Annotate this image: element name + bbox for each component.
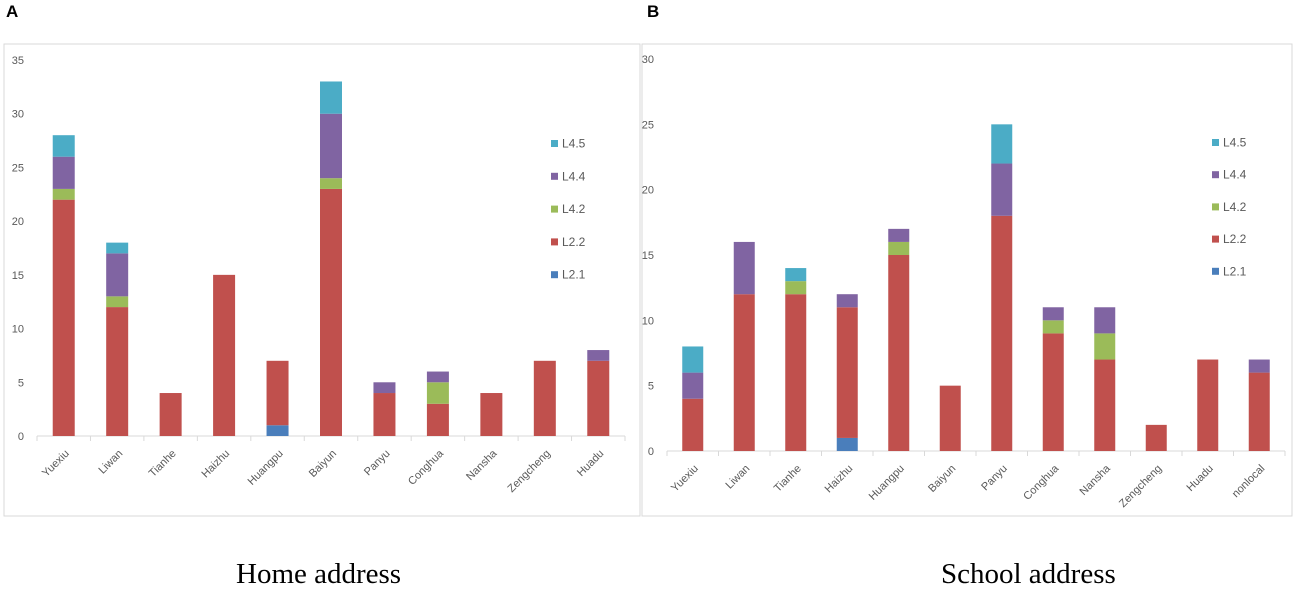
bar-a-yuexiu-l2-2 xyxy=(52,199,75,436)
bar-b-yuexiu-l4-5 xyxy=(682,346,704,373)
legend-swatch-b-l2-2 xyxy=(1212,235,1219,243)
panel-a-letter: A xyxy=(6,2,19,21)
bar-b-nansha-l4-4 xyxy=(1094,307,1116,334)
bar-b-liwan-l4-4 xyxy=(733,241,755,295)
bar-b-huadu-l2-2 xyxy=(1197,359,1219,451)
bar-b-nonlocal-l2-2 xyxy=(1248,372,1270,451)
bar-b-liwan-l2-2 xyxy=(733,294,755,451)
y-tick-label-a-5: 5 xyxy=(18,377,24,389)
y-tick-label-b-20: 20 xyxy=(642,185,654,197)
bar-b-haizhu-l2-1 xyxy=(836,437,858,451)
bar-a-baiyun-l4-4 xyxy=(320,113,342,179)
caption-home-address: Home address xyxy=(236,558,402,590)
y-tick-label-b-5: 5 xyxy=(648,381,654,393)
panel-b-letter: B xyxy=(647,2,660,21)
bar-a-zengcheng-l2-2 xyxy=(533,360,556,436)
bar-b-nonlocal-l4-4 xyxy=(1248,359,1270,373)
bar-a-baiyun-l4-5 xyxy=(320,81,342,114)
y-tick-label-b-10: 10 xyxy=(642,315,654,327)
bar-a-liwan-l4-2 xyxy=(106,296,129,308)
bar-a-huadu-l2-2 xyxy=(587,360,610,436)
bar-b-conghua-l4-2 xyxy=(1042,320,1064,334)
bar-a-conghua-l4-2 xyxy=(426,382,449,404)
legend-label-b-l4-4: L4.4 xyxy=(1223,168,1247,182)
bar-b-tianhe-l4-2 xyxy=(785,281,807,295)
bar-a-liwan-l2-2 xyxy=(106,307,129,436)
bar-b-yuexiu-l4-4 xyxy=(682,372,704,399)
y-tick-label-b-0: 0 xyxy=(648,446,654,458)
y-tick-label-a-20: 20 xyxy=(12,216,24,228)
legend-label-b-l2-2: L2.2 xyxy=(1223,232,1247,246)
legend-label-b-l4-5: L4.5 xyxy=(1223,136,1247,150)
y-tick-label-a-30: 30 xyxy=(12,109,24,121)
y-tick-label-a-35: 35 xyxy=(12,55,24,67)
y-tick-label-b-15: 15 xyxy=(642,250,654,262)
bar-a-huangpu-l2-2 xyxy=(266,360,289,426)
bar-b-panyu-l4-5 xyxy=(991,124,1013,164)
legend-label-a-l4-5: L4.5 xyxy=(562,137,586,151)
legend-swatch-b-l2-1 xyxy=(1212,267,1219,275)
bar-a-conghua-l2-2 xyxy=(426,403,449,436)
bar-b-tianhe-l2-2 xyxy=(785,294,807,451)
y-tick-label-a-15: 15 xyxy=(12,270,24,282)
legend-swatch-a-l4-2 xyxy=(551,205,558,213)
bar-b-baiyun-l2-2 xyxy=(939,385,961,451)
bar-b-panyu-l4-4 xyxy=(991,163,1013,216)
y-tick-label-a-10: 10 xyxy=(12,324,24,336)
legend-label-a-l2-1: L2.1 xyxy=(562,268,586,282)
legend-swatch-a-l4-5 xyxy=(551,140,558,147)
bar-a-huadu-l4-4 xyxy=(587,350,610,361)
bar-a-yuexiu-l4-2 xyxy=(52,188,75,200)
bar-b-nansha-l4-2 xyxy=(1094,333,1116,360)
bar-a-baiyun-l2-2 xyxy=(320,188,342,436)
bar-b-yuexiu-l2-2 xyxy=(682,398,704,451)
bar-a-nansha-l2-2 xyxy=(480,393,503,436)
legend-swatch-b-l4-2 xyxy=(1212,203,1219,211)
legend-swatch-b-l4-4 xyxy=(1212,171,1219,179)
bar-b-nansha-l2-2 xyxy=(1094,359,1116,451)
bar-b-conghua-l2-2 xyxy=(1042,333,1064,451)
legend-label-b-l4-2: L4.2 xyxy=(1223,200,1247,214)
y-tick-label-b-25: 25 xyxy=(642,119,654,131)
bar-a-panyu-l2-2 xyxy=(373,393,396,436)
bar-a-tianhe-l2-2 xyxy=(159,393,182,436)
bar-b-huangpu-l4-4 xyxy=(888,228,910,242)
legend-swatch-a-l2-1 xyxy=(551,271,558,279)
bar-a-liwan-l4-4 xyxy=(106,253,129,297)
bar-a-conghua-l4-4 xyxy=(426,371,449,383)
bar-b-zengcheng-l2-2 xyxy=(1145,424,1167,451)
bar-b-huangpu-l4-2 xyxy=(888,241,910,255)
bar-b-conghua-l4-4 xyxy=(1042,307,1064,321)
bar-a-yuexiu-l4-5 xyxy=(52,135,75,157)
bar-a-liwan-l4-5 xyxy=(106,242,129,254)
legend-swatch-a-l4-4 xyxy=(551,172,558,180)
bar-a-huangpu-l2-1 xyxy=(266,425,289,436)
bar-a-baiyun-l4-2 xyxy=(320,178,342,189)
y-tick-label-b-30: 30 xyxy=(642,54,654,66)
bar-b-haizhu-l2-2 xyxy=(836,307,858,438)
legend-swatch-b-l4-5 xyxy=(1212,139,1219,146)
bar-b-haizhu-l4-4 xyxy=(836,294,858,308)
bar-a-panyu-l4-4 xyxy=(373,382,396,394)
bar-b-huangpu-l2-2 xyxy=(888,255,910,451)
bar-a-yuexiu-l4-4 xyxy=(52,156,75,189)
bar-a-haizhu-l2-2 xyxy=(213,274,236,436)
legend-swatch-a-l2-2 xyxy=(551,238,558,246)
caption-school-address: School address xyxy=(941,558,1116,590)
y-tick-label-a-25: 25 xyxy=(12,162,24,174)
bar-b-tianhe-l4-5 xyxy=(785,268,807,282)
legend-label-a-l4-2: L4.2 xyxy=(562,202,586,216)
legend-label-a-l4-4: L4.4 xyxy=(562,169,586,183)
legend-label-a-l2-2: L2.2 xyxy=(562,235,586,249)
y-tick-label-a-0: 0 xyxy=(18,431,24,443)
bar-b-panyu-l2-2 xyxy=(991,215,1013,451)
legend-label-b-l2-1: L2.1 xyxy=(1223,264,1247,278)
